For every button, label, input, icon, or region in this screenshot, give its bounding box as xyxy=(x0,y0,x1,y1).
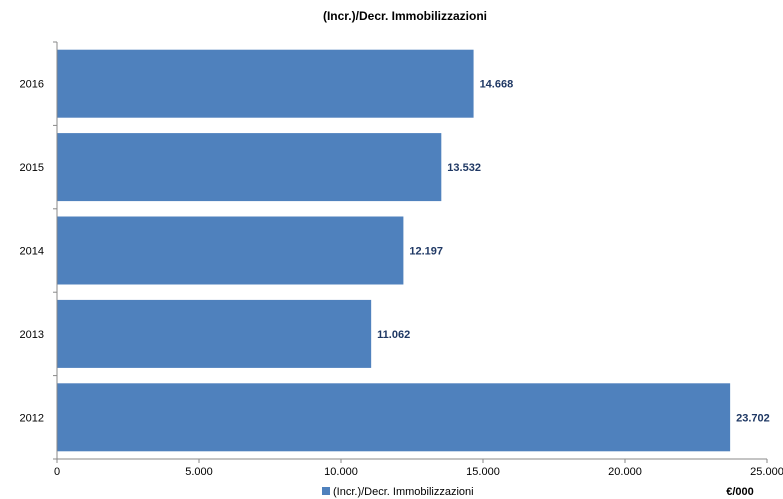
data-label-2012: 23.702 xyxy=(736,412,770,424)
bars-group: 23.702 11.062 12.197 13.532 14.668 xyxy=(57,49,770,452)
category-label-2012: 2012 xyxy=(20,412,44,424)
category-label-2016: 2016 xyxy=(20,79,44,91)
bar-2014 xyxy=(57,216,404,285)
unit-label: €/000 xyxy=(726,486,754,498)
data-label-2015: 13.532 xyxy=(447,162,481,174)
x-tick-label: 5.000 xyxy=(185,466,213,478)
x-tick-label: 10.000 xyxy=(324,466,358,478)
legend-swatch xyxy=(322,487,330,495)
x-tick-label: 0 xyxy=(54,466,60,478)
x-tick-label: 25.000 xyxy=(750,466,783,478)
category-label-2015: 2015 xyxy=(20,162,44,174)
bar-2016 xyxy=(57,49,474,118)
x-tick-label: 15.000 xyxy=(466,466,500,478)
data-label-2016: 14.668 xyxy=(480,79,514,91)
data-label-2013: 11.062 xyxy=(377,329,410,341)
bar-2015 xyxy=(57,133,442,202)
bar-2013 xyxy=(57,299,372,368)
bar-2012 xyxy=(57,383,731,452)
data-label-2014: 12.197 xyxy=(409,246,443,258)
x-tick-label: 20.000 xyxy=(608,466,642,478)
category-label-2014: 2014 xyxy=(20,246,44,258)
axes-group: 2012 2013 2014 2015 2016 0 5.000 10.000 15.000 20… xyxy=(20,41,783,478)
chart-title: (Incr.)/Decr. Immobilizzazioni xyxy=(323,9,487,23)
legend-label: (Incr.)/Decr. Immobilizzazioni xyxy=(333,486,474,498)
category-label-2013: 2013 xyxy=(20,329,44,341)
legend: (Incr.)/Decr. Immobilizzazioni xyxy=(322,486,474,498)
